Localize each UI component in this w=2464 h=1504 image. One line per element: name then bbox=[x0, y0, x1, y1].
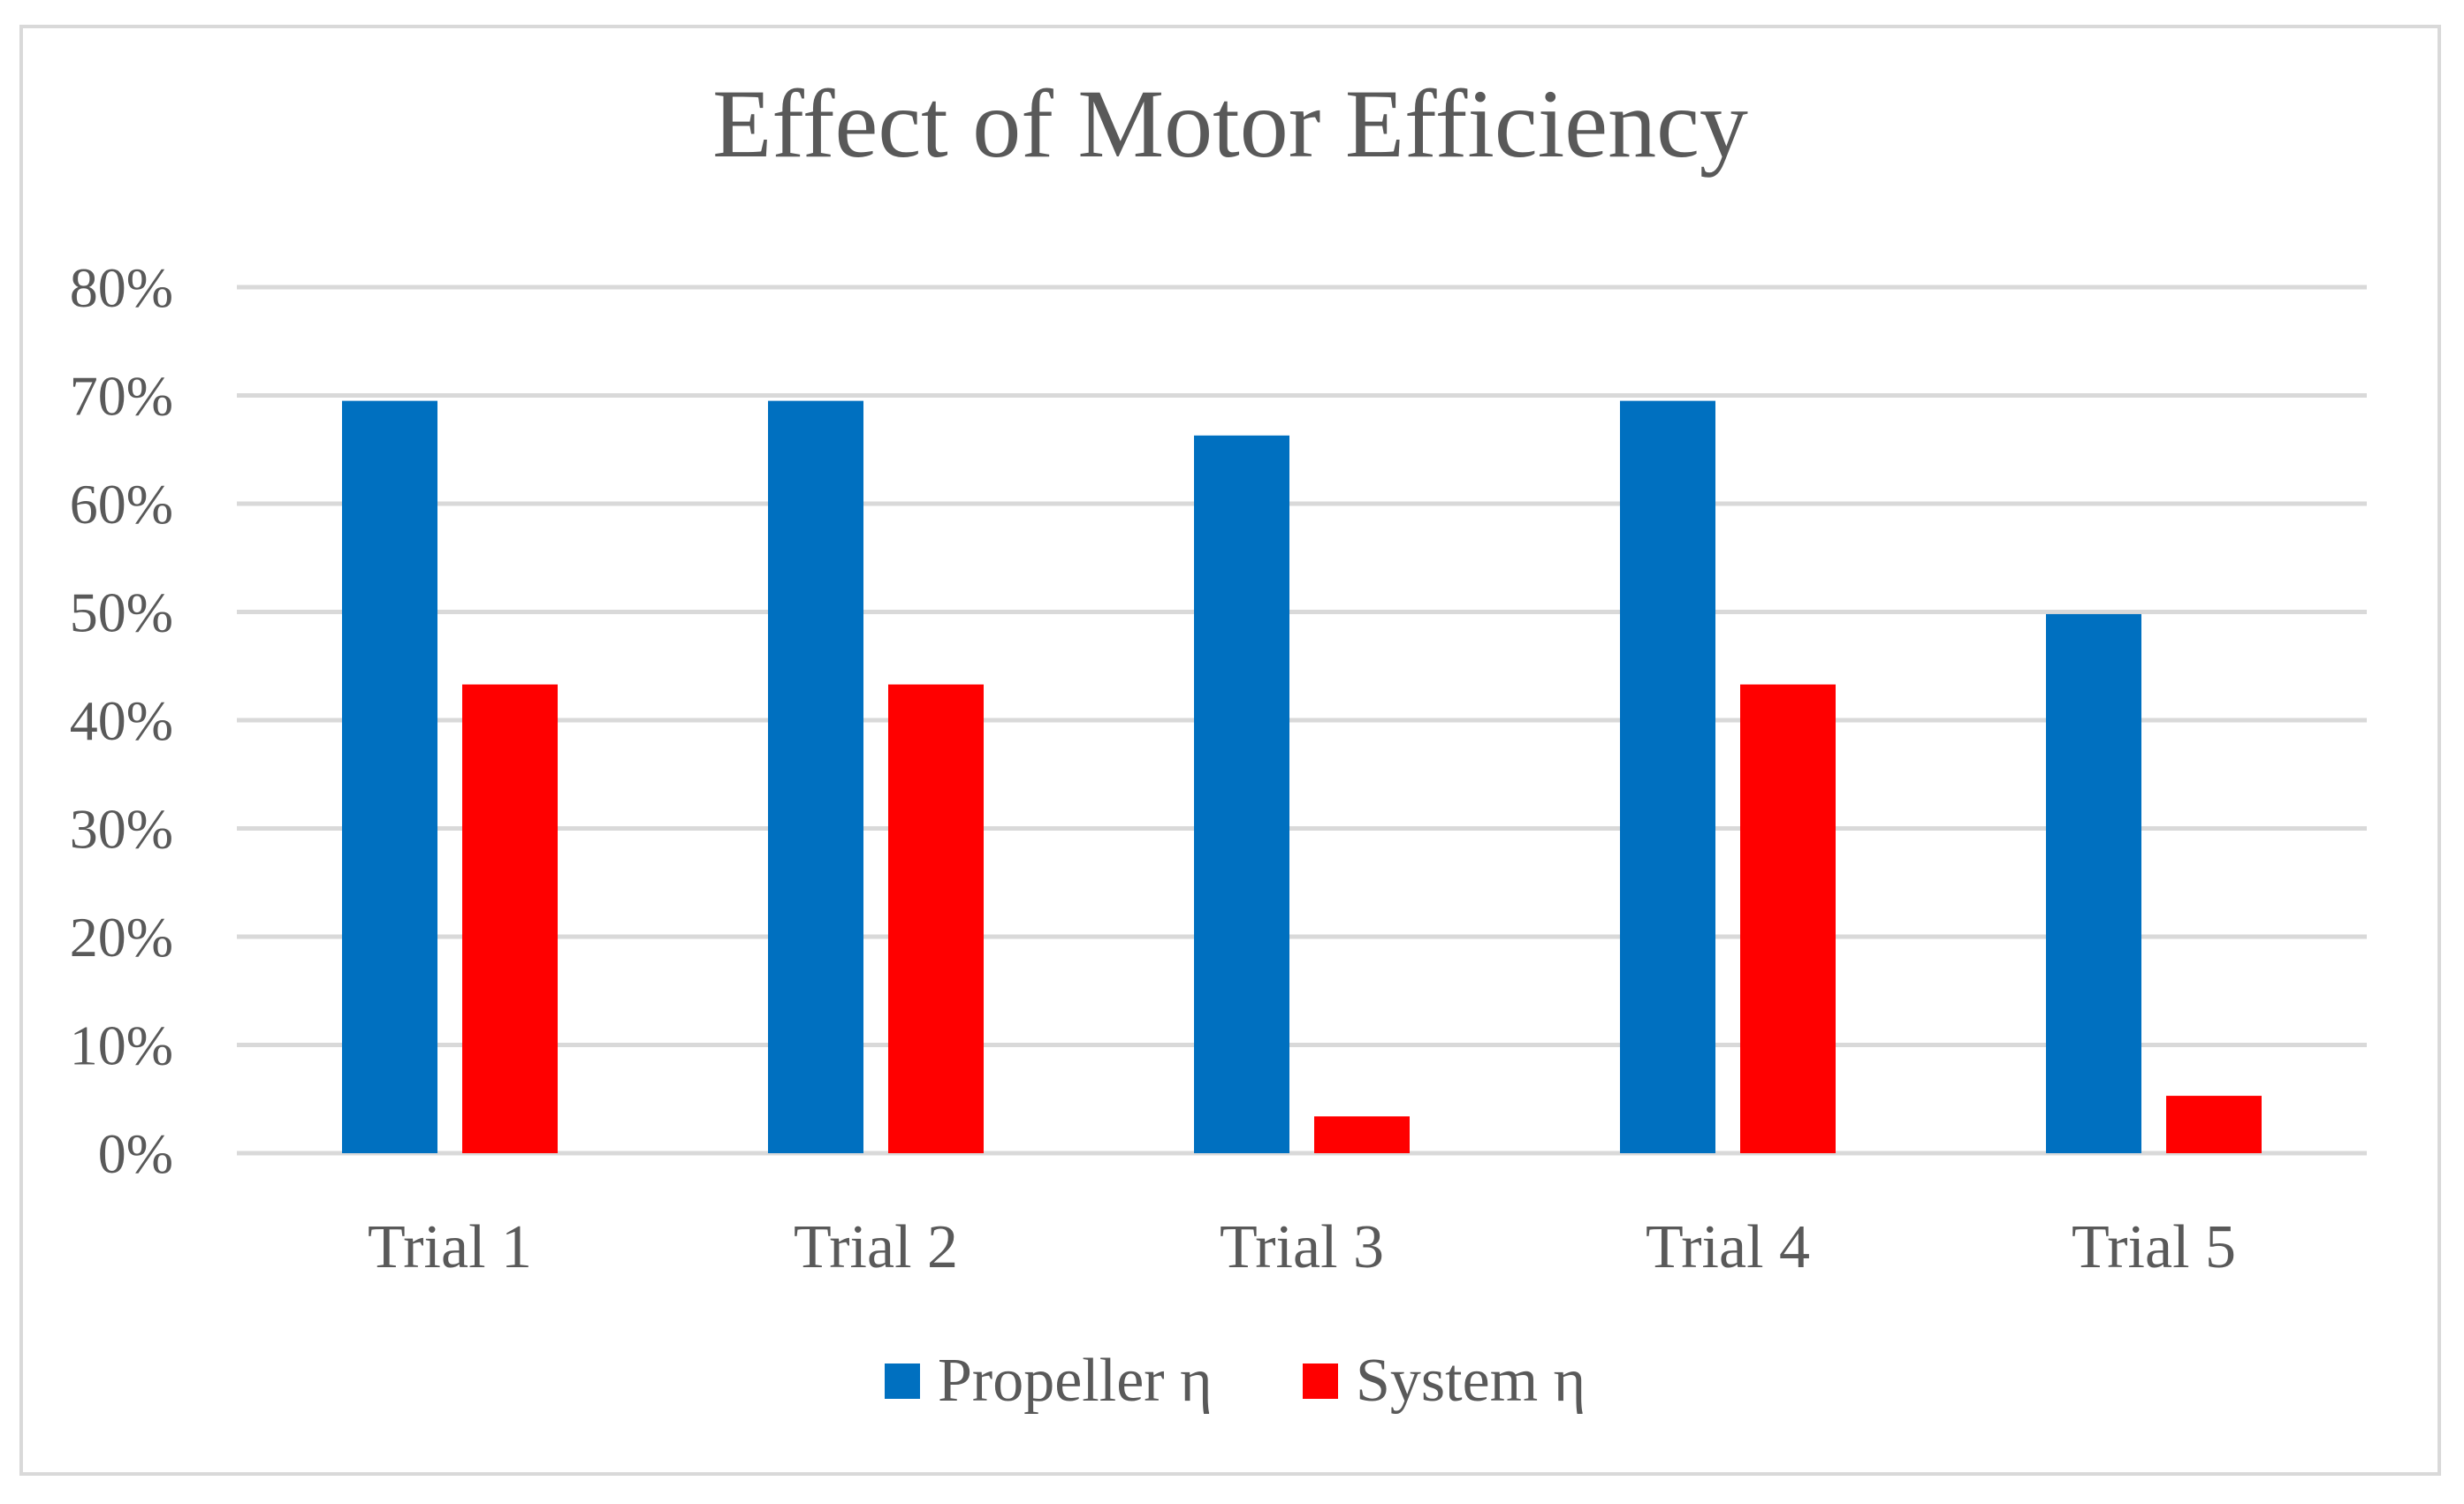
bar-system-trial-4 bbox=[1740, 684, 1836, 1153]
x-category-label: Trial 1 bbox=[368, 1213, 532, 1281]
bar-propeller-trial-2 bbox=[768, 400, 863, 1153]
gridlines bbox=[237, 285, 2367, 1156]
legend: Propeller η System η bbox=[885, 1347, 1586, 1415]
legend-label-propeller: Propeller η bbox=[938, 1347, 1213, 1415]
y-tick-label: 30% bbox=[70, 798, 173, 861]
bar-propeller-trial-4 bbox=[1620, 400, 1715, 1153]
legend-label-system: System η bbox=[1356, 1347, 1586, 1415]
x-category-label: Trial 5 bbox=[2072, 1213, 2236, 1281]
y-tick-label: 50% bbox=[70, 581, 173, 644]
bar-system-trial-1 bbox=[462, 684, 558, 1153]
legend-swatch-system bbox=[1303, 1363, 1338, 1399]
bar-chart: Effect of Motor Efficiency 0% 10% 20% 30% 40… bbox=[70, 70, 2367, 1415]
y-tick-label: 20% bbox=[70, 906, 173, 968]
y-tick-label: 70% bbox=[70, 365, 173, 428]
x-category-label: Trial 3 bbox=[1220, 1213, 1384, 1281]
bar-system-trial-5 bbox=[2166, 1096, 2262, 1153]
x-axis-category-labels: Trial 1 Trial 2 Trial 3 Trial 4 Trial 5 bbox=[368, 1213, 2236, 1281]
bars bbox=[342, 400, 2262, 1153]
x-category-label: Trial 2 bbox=[794, 1213, 958, 1281]
y-tick-label: 80% bbox=[70, 256, 173, 319]
x-category-label: Trial 4 bbox=[1646, 1213, 1810, 1281]
bar-propeller-trial-1 bbox=[342, 400, 437, 1153]
bar-propeller-trial-3 bbox=[1194, 435, 1289, 1153]
y-tick-label: 0% bbox=[98, 1122, 173, 1185]
chart-title: Effect of Motor Efficiency bbox=[712, 70, 1748, 178]
y-axis-tick-labels: 0% 10% 20% 30% 40% 50% 60% 70% 80% bbox=[70, 256, 173, 1185]
legend-swatch-propeller bbox=[885, 1363, 920, 1399]
chart-frame: Effect of Motor Efficiency 0% 10% 20% 30% 40… bbox=[19, 25, 2441, 1476]
y-tick-label: 40% bbox=[70, 689, 173, 752]
y-tick-label: 60% bbox=[70, 473, 173, 536]
y-tick-label: 10% bbox=[70, 1014, 173, 1077]
bar-propeller-trial-5 bbox=[2046, 613, 2141, 1153]
bar-system-trial-2 bbox=[888, 684, 984, 1153]
bar-system-trial-3 bbox=[1314, 1116, 1410, 1153]
